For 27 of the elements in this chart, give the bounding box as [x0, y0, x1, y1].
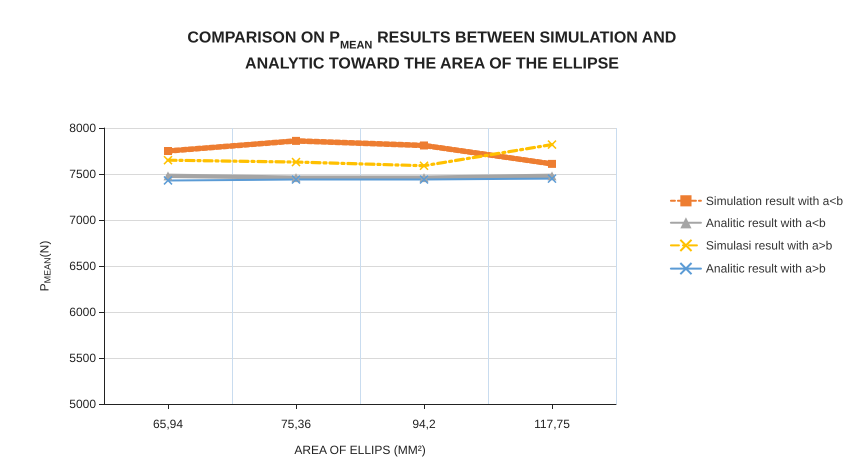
point: [547, 174, 557, 184]
y-tick-label: 5500: [69, 351, 96, 365]
point: [547, 140, 557, 150]
x-tick-label: 75,36: [280, 417, 312, 431]
point: [291, 157, 301, 167]
legend-label: Simulation result with a<b: [706, 194, 844, 208]
point: [163, 155, 173, 165]
legend-label: Analitic result with a>b: [706, 262, 826, 276]
y-tick-label: 8000: [69, 121, 96, 135]
x-axis-title: AREA OF ELLIPS (MM²): [294, 443, 426, 457]
x-tick-label: 94,2: [412, 417, 436, 431]
point: [163, 176, 173, 186]
x-tick-label: 117,75: [534, 417, 570, 431]
y-tick-label: 5000: [69, 397, 96, 411]
y-tick-label: 6500: [69, 259, 96, 273]
y-tick-label: 7500: [69, 167, 96, 181]
point: [164, 147, 172, 155]
legend-label: Analitic result with a<b: [706, 216, 826, 230]
y-axis-title: PMEAN(N): [38, 240, 52, 292]
point: [548, 160, 556, 168]
point: [419, 160, 429, 170]
x-tick-label: 65,94: [152, 417, 184, 431]
legend-label: Simulasi result with a>b: [706, 238, 833, 252]
y-tick-label: 6000: [69, 305, 96, 319]
point: [420, 141, 428, 150]
y-tick-label: 7000: [69, 213, 96, 227]
point: [292, 136, 300, 145]
